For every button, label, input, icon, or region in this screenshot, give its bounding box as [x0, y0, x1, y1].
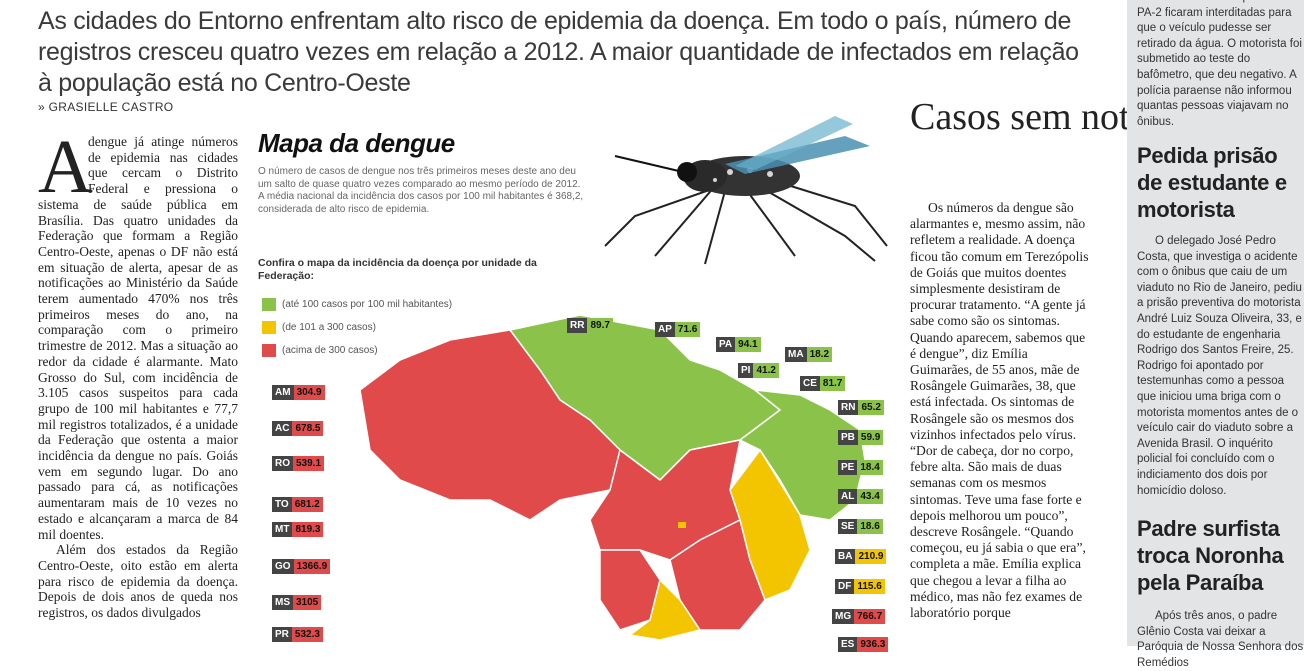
- infographic-subtitle: Confira o mapa da incidência da doença p…: [258, 257, 537, 282]
- state-code: PB: [838, 430, 858, 445]
- state-label-ma: MA 18.2: [785, 347, 833, 362]
- state-label-am: AM 304.9: [272, 385, 325, 400]
- state-value: 89.7: [587, 318, 613, 333]
- state-value: 1366.9: [293, 559, 331, 574]
- article-paragraph: dengue já atinge números de epidemia nas…: [38, 134, 238, 542]
- infographic-description: O número de casos de dengue nos três pri…: [258, 166, 584, 215]
- state-code: RR: [567, 318, 588, 333]
- state-value: 539.1: [293, 456, 325, 471]
- state-label-pb: PB 59.9: [838, 430, 884, 445]
- state-value: 41.2: [753, 363, 779, 378]
- sidebar-story2-body: Após três anos, o padre Glênio Costa vai…: [1137, 609, 1304, 671]
- state-code: MG: [832, 609, 855, 624]
- legend-item: (acima de 300 casos): [262, 344, 378, 357]
- state-label-rn: RN 65.2: [838, 400, 884, 415]
- state-value: 532.3: [291, 627, 323, 642]
- state-label-ap: AP 71.6: [655, 322, 701, 337]
- article2-paragraph: Os números da dengue são alarmantes e, m…: [910, 200, 1089, 621]
- state-label-rr: RR 89.7: [567, 318, 613, 333]
- state-value: 678.5: [292, 421, 324, 436]
- state-value: 819.3: [292, 522, 324, 537]
- state-label-se: SE 18.6: [838, 519, 883, 534]
- state-value: 3105: [293, 595, 322, 610]
- legend-item: (de 101 a 300 casos): [262, 321, 376, 334]
- state-label-ms: MS 3105: [272, 595, 322, 610]
- state-label-pi: PI 41.2: [738, 363, 779, 378]
- legend-swatch: [262, 321, 276, 334]
- state-value: 18.2: [806, 347, 833, 362]
- state-code: RO: [272, 456, 293, 471]
- state-code: MS: [272, 595, 293, 610]
- state-code: RN: [838, 400, 859, 415]
- state-value: 71.6: [674, 322, 701, 337]
- state-value: 43.4: [857, 489, 883, 504]
- article2-body: Os números da dengue são alarmantes e, m…: [910, 200, 1092, 621]
- state-label-al: AL 43.4: [838, 489, 883, 504]
- brazil-map: [360, 314, 866, 641]
- legend-swatch: [262, 298, 276, 311]
- byline: » GRASIELLE CASTRO: [38, 100, 174, 114]
- state-value: 936.3: [857, 637, 889, 652]
- sidebar-story1-paragraph: O delegado José Pedro Costa, que investi…: [1137, 235, 1302, 497]
- state-label-mt: MT 819.3: [272, 522, 324, 537]
- infographic-title: Mapa da dengue: [258, 128, 455, 158]
- state-label-pe: PE 18.4: [838, 460, 883, 475]
- legend-label: (de 101 a 300 casos): [282, 322, 376, 333]
- sidebar-story2-paragraph: Após três anos, o padre Glênio Costa vai…: [1137, 610, 1304, 669]
- state-label-to: TO 681.2: [272, 497, 323, 512]
- state-label-ce: CE 81.7: [800, 376, 846, 391]
- legend-label: (acima de 300 casos): [282, 345, 378, 356]
- state-code: MA: [785, 347, 807, 362]
- state-code: AC: [272, 421, 293, 436]
- headline: As cidades do Entorno enfrentam alto ris…: [38, 7, 1079, 97]
- state-label-df: DF 115.6: [835, 579, 885, 594]
- state-value: 65.2: [858, 400, 884, 415]
- state-label-mg: MG 766.7: [832, 609, 886, 624]
- state-label-ba: BA 210.9: [835, 549, 887, 564]
- state-code: TO: [272, 497, 292, 512]
- state-code: PR: [272, 627, 292, 642]
- legend-label: (até 100 casos por 100 mil habitantes): [282, 299, 453, 310]
- state-code: BA: [835, 549, 856, 564]
- state-code: DF: [835, 579, 855, 594]
- state-code: PA: [716, 337, 736, 352]
- state-label-ro: RO 539.1: [272, 456, 325, 471]
- sidebar-top-text: Bombeiros. As duas pistas da PA-2 ficara…: [1137, 0, 1302, 128]
- state-code: AP: [655, 322, 675, 337]
- state-value: 304.9: [293, 385, 325, 400]
- legend-item: (até 100 casos por 100 mil habitantes): [262, 298, 452, 311]
- state-code: PI: [738, 363, 754, 378]
- state-label-es: ES 936.3: [838, 637, 889, 652]
- sidebar-story1-body: O delegado José Pedro Costa, que investi…: [1137, 234, 1304, 499]
- state-value: 766.7: [854, 609, 886, 624]
- state-value: 59.9: [857, 430, 884, 445]
- state-value: 681.2: [291, 497, 323, 512]
- state-label-pr: PR 532.3: [272, 627, 323, 642]
- state-value: 18.6: [857, 519, 883, 534]
- state-label-pa: PA 94.1: [716, 337, 761, 352]
- article-column: dengue já atinge números de epidemia nas…: [38, 134, 238, 621]
- state-code: AM: [272, 385, 294, 400]
- state-code: SE: [838, 519, 858, 534]
- article-paragraph: Além dos estados da Região Centro-Oeste,…: [38, 542, 238, 621]
- state-code: AL: [838, 489, 858, 504]
- mosquito-illustration: [604, 116, 888, 265]
- state-code: PE: [838, 460, 858, 475]
- state-value: 94.1: [735, 337, 761, 352]
- state-code: ES: [838, 637, 858, 652]
- state-code: GO: [272, 559, 294, 574]
- state-value: 115.6: [854, 579, 885, 594]
- sidebar: Bombeiros. As duas pistas da PA-2 ficara…: [1127, 0, 1304, 669]
- legend-swatch: [262, 344, 276, 357]
- dropcap: A: [38, 125, 93, 209]
- sidebar-story1-title: Pedida prisão de estudante e motorista: [1137, 143, 1287, 222]
- state-code: MT: [272, 522, 293, 537]
- state-value: 18.4: [857, 460, 883, 475]
- state-value: 81.7: [819, 376, 846, 391]
- state-label-go: GO 1366.9: [272, 559, 331, 574]
- sidebar-story2-title: Padre surfista troca Noronha pela Paraíb…: [1137, 516, 1284, 595]
- state-value: 210.9: [855, 549, 887, 564]
- state-code: CE: [800, 376, 820, 391]
- state-label-ac: AC 678.5: [272, 421, 324, 436]
